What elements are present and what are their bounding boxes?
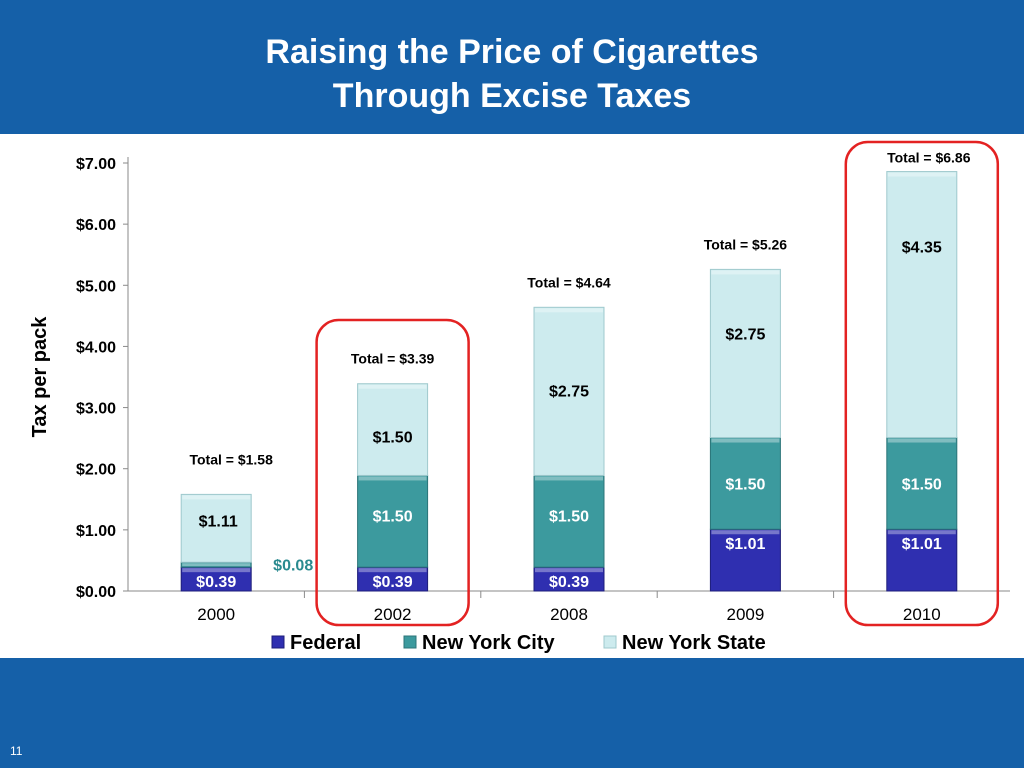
bar-segment-federal: [709, 528, 781, 592]
stacked-bar-chart: $0.00 $1.00 $2.00 $3.00 $4.00 $5.00 $6.00 $7.00…: [29, 140, 1010, 654]
bar-segment-gloss: [182, 563, 251, 567]
bar-segment-gloss: [535, 476, 603, 481]
legend-swatch: [271, 635, 285, 649]
bar-segment-new-york-state: [886, 171, 958, 439]
bar-segment-gloss: [535, 308, 603, 313]
legend-label: Federal: [290, 632, 361, 654]
bar-segment-gloss: [535, 568, 603, 573]
x-tick-label: 2009: [726, 605, 764, 624]
data-label-new-york-state: $2.75: [549, 383, 589, 400]
data-label-federal: $1.01: [725, 536, 765, 553]
bar-segment-gloss: [182, 495, 251, 500]
highlight-outline: [315, 318, 470, 627]
total-label: Total = $1.58: [189, 451, 273, 467]
legend-swatch: [403, 635, 417, 649]
x-tick-label: 2008: [550, 605, 588, 624]
data-label-new-york-city: $1.50: [373, 508, 413, 525]
data-label-federal: $0.39: [196, 574, 236, 591]
bar-segment-new-york-city: [886, 437, 958, 530]
data-label-new-york-state: $1.50: [373, 430, 413, 447]
data-label-new-york-state: $1.11: [199, 513, 238, 530]
data-label-federal: $0.39: [549, 574, 589, 591]
bar-segment-new-york-state: [533, 306, 605, 476]
bar-segment-gloss: [711, 530, 780, 535]
footer-band: 11: [0, 658, 1024, 768]
data-label-new-york-city: $1.50: [725, 477, 765, 494]
x-tick-label: 2000: [197, 605, 235, 624]
bar-segment-new-york-state: [709, 268, 781, 439]
total-label: Total = $4.64: [527, 274, 611, 290]
data-label-new-york-state: $2.75: [725, 326, 765, 343]
bar-segment-federal: [886, 528, 958, 592]
y-axis-title: Tax per pack: [29, 316, 51, 438]
data-label-new-york-state: $4.35: [902, 240, 942, 257]
y-tick-label: $3.00: [76, 401, 116, 418]
page-number: 11: [10, 744, 23, 758]
bar-segment-gloss: [887, 530, 956, 535]
bar-segment-gloss: [358, 476, 427, 481]
y-tick-label: $5.00: [76, 278, 116, 295]
x-tick-label: 2002: [374, 605, 412, 624]
bar-segment-gloss: [358, 384, 427, 389]
bar-segment-gloss: [711, 270, 780, 275]
y-tick-label: $1.00: [76, 523, 116, 540]
data-label-federal: $1.01: [902, 536, 942, 553]
bar-segment-new-york-city: [357, 474, 429, 568]
bar-segment-gloss: [182, 568, 251, 573]
legend-label: New York State: [622, 632, 766, 654]
legend-label: New York City: [422, 632, 556, 654]
data-label-new-york-city: $0.08: [273, 557, 313, 574]
slide-title-line-1: Raising the Price of Cigarettes: [265, 33, 759, 71]
y-tick-label: $6.00: [76, 217, 116, 234]
data-label-federal: $0.39: [373, 574, 413, 591]
data-label-new-york-city: $1.50: [902, 477, 942, 494]
bar-segment-gloss: [711, 438, 780, 443]
y-tick-label: $0.00: [76, 584, 116, 601]
bar-segment-gloss: [887, 172, 956, 177]
title-band: [0, 0, 1024, 134]
legend-swatch: [603, 635, 617, 649]
y-tick-label: $4.00: [76, 339, 116, 356]
bar-segment-new-york-city: [709, 437, 781, 530]
bar-segment-gloss: [358, 568, 427, 573]
y-tick-label: $2.00: [76, 462, 116, 479]
x-tick-label: 2010: [903, 605, 941, 624]
highlight-outline: [844, 140, 1000, 627]
slide-title-line-2: Through Excise Taxes: [332, 77, 692, 115]
total-label: Total = $6.86: [887, 150, 971, 166]
bar-segment-new-york-state: [180, 493, 252, 563]
total-label: Total = $3.39: [351, 351, 435, 367]
slide-title: Raising the Price of Cigarettes Through …: [0, 30, 1024, 118]
data-label-new-york-city: $1.50: [549, 508, 589, 525]
bar-segment-gloss: [887, 438, 956, 443]
y-tick-label: $7.00: [76, 156, 116, 173]
total-label: Total = $5.26: [704, 236, 788, 252]
bar-segment-new-york-state: [357, 383, 429, 476]
